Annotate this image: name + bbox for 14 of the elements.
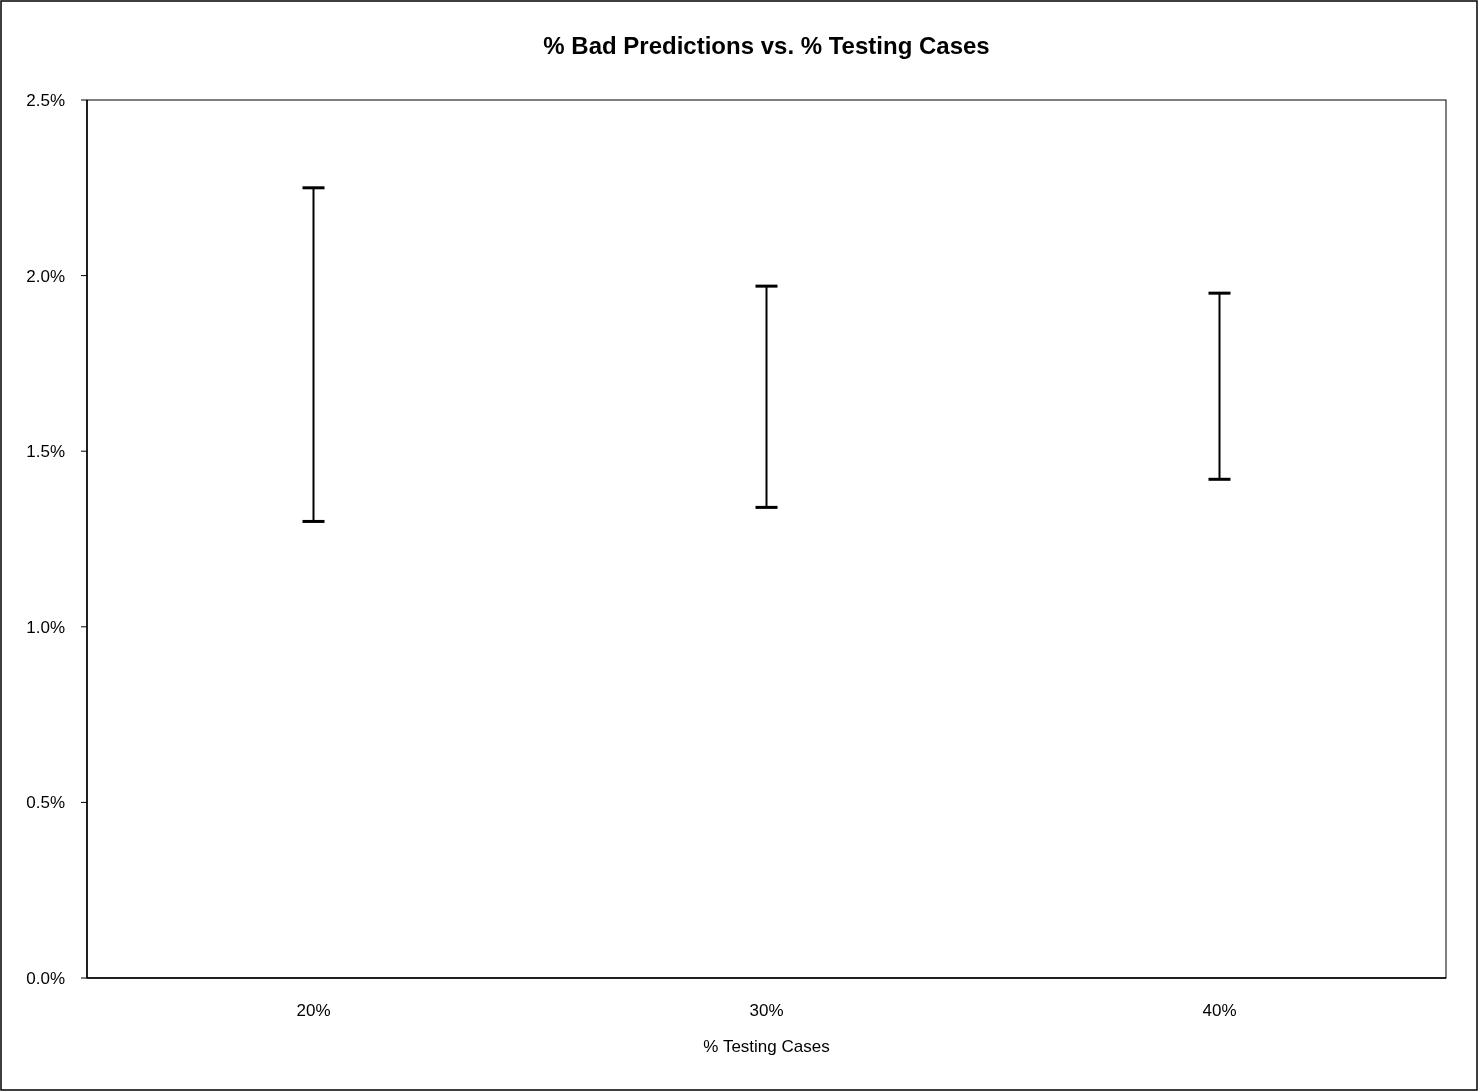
x-tick-label: 40%: [1202, 1001, 1237, 1020]
y-tick-label: 2.5%: [26, 90, 65, 110]
x-axis-title: % Testing Cases: [703, 1037, 830, 1056]
y-tick-label: 2.0%: [26, 266, 65, 286]
y-tick-label: 1.5%: [26, 442, 65, 462]
y-tick-label: 0.5%: [26, 793, 65, 813]
y-tick-label: 1.0%: [26, 617, 65, 637]
chart-title: % Bad Predictions vs. % Testing Cases: [543, 32, 990, 59]
bar: [312, 187, 315, 522]
bar: [1218, 293, 1221, 480]
x-tick-label: 30%: [749, 1001, 784, 1020]
bar: [765, 286, 768, 508]
x-tick-label: 20%: [296, 1001, 331, 1020]
y-tick-label: 0.0%: [26, 968, 65, 988]
